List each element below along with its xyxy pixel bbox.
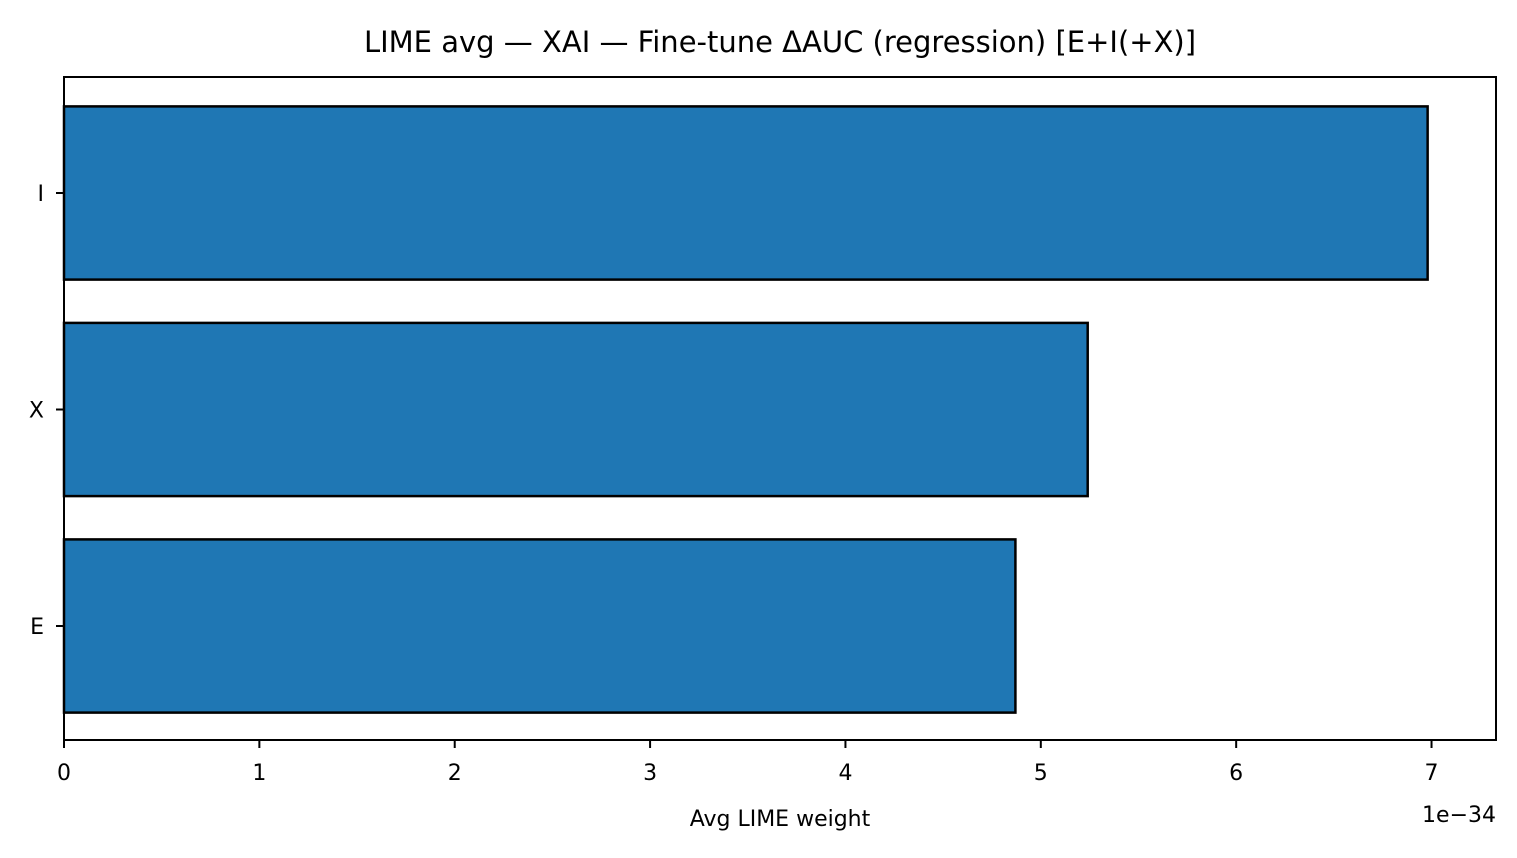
y-tick-label: X <box>29 399 44 424</box>
bar-I <box>62 105 1429 281</box>
plot-frame <box>63 76 1497 741</box>
y-tick-label: I <box>38 182 45 207</box>
x-axis: 0 1 2 3 4 5 6 7 <box>57 740 1439 786</box>
x-tick-label: 3 <box>643 761 657 786</box>
x-tick-label: 7 <box>1425 761 1439 786</box>
x-axis-label: Avg LIME weight <box>690 807 871 832</box>
x-tick-label: 2 <box>448 761 462 786</box>
x-tick-label: 5 <box>1034 761 1048 786</box>
bars-layer <box>62 105 1429 714</box>
x-tick-label: 0 <box>57 761 71 786</box>
bar-E <box>62 538 1017 714</box>
x-tick-label: 4 <box>838 761 852 786</box>
y-axis: I X E <box>29 182 64 640</box>
x-tick-label: 6 <box>1229 761 1243 786</box>
x-axis-offset-label: 1e−34 <box>1422 803 1496 828</box>
chart-title: LIME avg — XAI — Fine-tune ΔAUC (regress… <box>364 25 1196 59</box>
bar-X <box>62 321 1089 498</box>
x-tick-label: 1 <box>252 761 266 786</box>
y-tick-label: E <box>30 615 44 640</box>
